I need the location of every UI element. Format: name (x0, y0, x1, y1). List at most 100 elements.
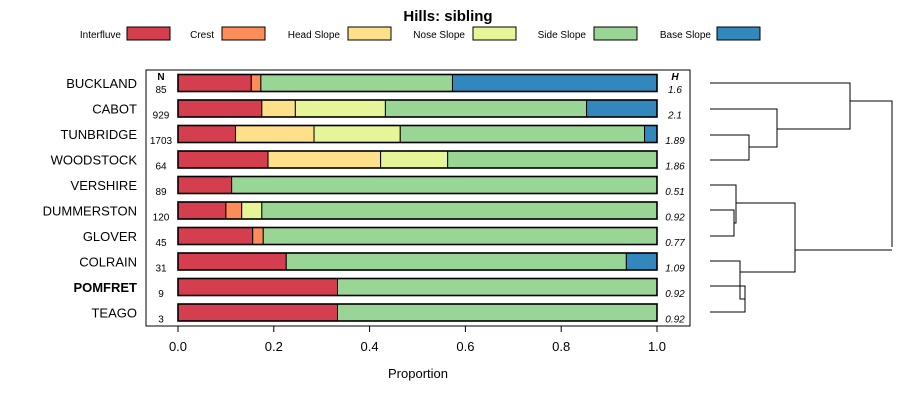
h-header: H (671, 72, 679, 83)
x-tick-label: 0.2 (265, 339, 283, 354)
category-label: GLOVER (83, 229, 137, 244)
bar-segment (225, 201, 243, 220)
dendrogram-link (740, 250, 796, 273)
n-value: 64 (155, 162, 167, 173)
bar-segment (399, 125, 646, 143)
bars (177, 73, 658, 322)
bar-segment (451, 74, 658, 92)
dendrogram-link (710, 223, 735, 237)
bar-segment (380, 150, 449, 169)
legend-label: Head Slope (288, 30, 341, 41)
category-label: WOODSTOCK (51, 153, 138, 168)
dendrogram-link (777, 101, 851, 130)
h-value: 2.1 (667, 111, 682, 122)
legend-swatch (221, 26, 266, 41)
bar-segment (252, 227, 264, 245)
h-value: 0.92 (665, 213, 685, 224)
bar-outline (177, 226, 658, 246)
bar-segment (231, 176, 658, 194)
bar-segment (241, 201, 263, 220)
dendrogram-link (710, 299, 746, 313)
legend-label: Crest (190, 30, 214, 41)
dendrogram-link (749, 129, 778, 148)
h-value: 1.89 (665, 136, 685, 147)
dendrogram-link (710, 147, 750, 161)
bar-segment (447, 150, 658, 169)
n-value: 9 (158, 289, 164, 300)
bar-segment (177, 99, 263, 118)
bar-segment (337, 303, 658, 322)
dendrogram (710, 82, 893, 313)
bar-segment (261, 201, 658, 220)
n-value: 31 (155, 264, 167, 275)
category-label: VERSHIRE (71, 178, 138, 193)
h-value: 1.86 (665, 162, 685, 173)
dendrogram-link (710, 184, 737, 203)
dendrogram-link (710, 108, 778, 129)
n-value: 85 (155, 85, 167, 96)
n-value: 45 (155, 238, 167, 249)
dendrogram-link (736, 202, 796, 250)
bar-segment (267, 150, 382, 169)
bar-outline (177, 303, 658, 322)
legend-swatch (593, 26, 638, 41)
bar-outline (177, 277, 658, 297)
n-value: 1703 (150, 136, 173, 147)
bar-segment (337, 278, 658, 296)
category-label: COLRAIN (79, 255, 137, 270)
n-header: N (157, 72, 164, 83)
legend-label: Nose Slope (413, 30, 465, 41)
dendrogram-link (710, 82, 851, 101)
bar-segment (177, 201, 227, 220)
bar-outline (177, 201, 658, 220)
x-tick-label: 0.8 (552, 339, 570, 354)
bar-segment (261, 99, 296, 118)
bar-outline (177, 252, 658, 271)
n-value: 89 (155, 187, 167, 198)
category-labels: BUCKLAND CABOT TUNBRIDGE WOODSTOCK VERSHIRE D… (43, 76, 138, 321)
bar-segment (644, 125, 658, 143)
legend: Interfluve Crest Head Slope Nose Slope Side … (80, 26, 761, 41)
bar-segment (177, 176, 233, 194)
legend-label: Interfluve (80, 30, 122, 41)
legend-swatch (472, 26, 517, 41)
plot-frame (145, 69, 691, 327)
n-values: 85 929 1703 64 89 120 45 31 9 3 (150, 85, 173, 326)
chart-title: Hills: sibling (403, 8, 492, 25)
bar-segment (234, 125, 315, 143)
n-value: 120 (153, 213, 170, 224)
bar-segment (250, 74, 262, 92)
bar-outline (177, 124, 658, 144)
legend-swatch (347, 26, 392, 41)
bar-segment (384, 99, 588, 118)
bar-segment (177, 74, 252, 92)
h-value: 1.09 (665, 264, 685, 275)
bar-outline (177, 150, 658, 169)
bar-outline (177, 73, 658, 93)
dendrogram-link (710, 260, 741, 272)
category-label: TUNBRIDGE (60, 127, 137, 142)
dendrogram-link (710, 134, 750, 147)
bar-segment (260, 74, 453, 92)
bar-outline (177, 99, 658, 118)
legend-label: Base Slope (660, 30, 712, 41)
x-tick-label: 1.0 (648, 339, 666, 354)
x-tick-label: 0.4 (361, 339, 379, 354)
bar-segment (313, 125, 401, 143)
dendrogram-link (734, 203, 737, 224)
bar-segment (177, 125, 236, 143)
x-tick-label: 0.6 (456, 339, 474, 354)
bar-segment (262, 227, 658, 245)
dendrogram-link (850, 100, 893, 247)
h-value: 1.6 (668, 85, 682, 96)
legend-label: Side Slope (538, 30, 587, 41)
category-label: POMFRET (73, 280, 137, 295)
x-axis-label: Proportion (388, 366, 448, 381)
category-label: TEAGO (91, 306, 137, 321)
bar-segment (285, 252, 627, 271)
h-value: 0.51 (665, 187, 684, 198)
h-value: 0.92 (665, 315, 685, 326)
category-label: CABOT (92, 102, 137, 117)
bar-segment (625, 252, 658, 271)
bar-segment (294, 99, 386, 118)
